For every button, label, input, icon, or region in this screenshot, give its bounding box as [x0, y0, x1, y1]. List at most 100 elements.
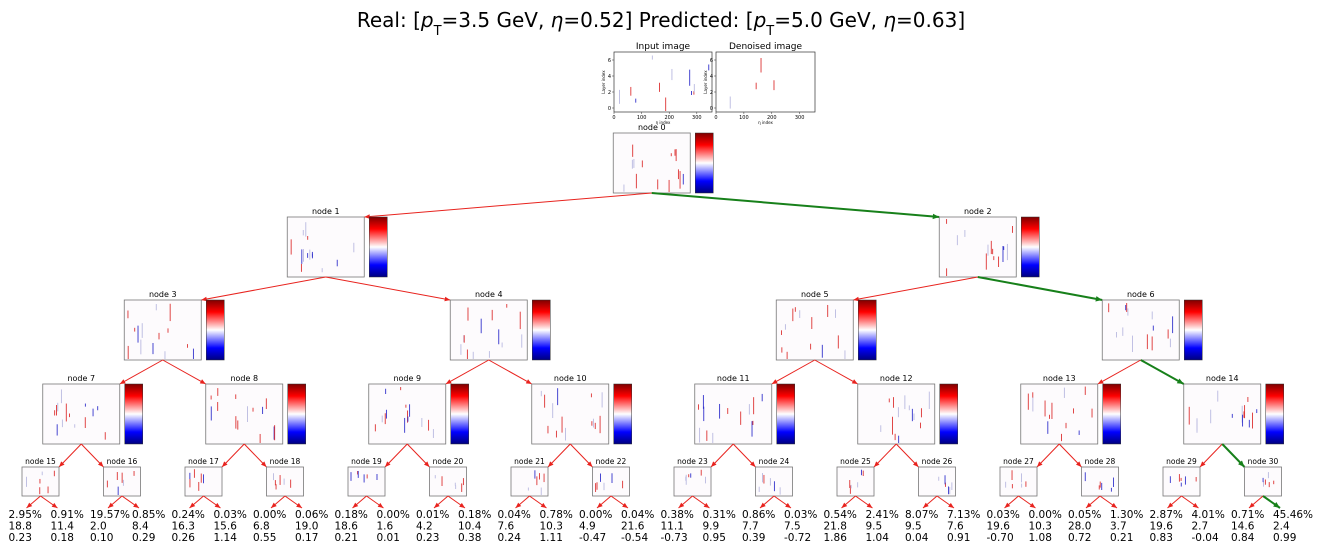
- node-image: [1000, 467, 1037, 496]
- node-image: [124, 300, 201, 360]
- colorbar: [206, 300, 224, 360]
- leaf-pt: 21.6: [621, 521, 645, 533]
- title-part: p: [420, 8, 434, 32]
- node-label: node 7: [67, 374, 95, 383]
- node-image: [1184, 384, 1261, 444]
- node-label: node 1: [312, 207, 340, 216]
- leaf-pt: 19.6: [987, 521, 1011, 533]
- leaf-eta: 1.04: [866, 532, 890, 541]
- title-part: p: [753, 8, 767, 32]
- image-title: Input image: [636, 42, 691, 52]
- colorbar: [1021, 217, 1039, 277]
- leaf-pt: 9.5: [866, 521, 883, 533]
- leaf-prob: 2.41%: [866, 509, 899, 521]
- edge: [364, 193, 652, 217]
- arrow-head: [52, 503, 58, 508]
- node-image: [430, 467, 467, 496]
- leaf-eta: 1.86: [824, 532, 848, 541]
- edge: [853, 277, 978, 300]
- y-tick-label: 6: [608, 58, 611, 64]
- y-tick-label: 2: [608, 90, 611, 96]
- node-label: node 12: [880, 374, 913, 383]
- leaf-pt: 11.1: [661, 521, 684, 533]
- leaf-prob: 0.71%: [1231, 509, 1264, 521]
- node-label: node 0: [638, 123, 666, 132]
- arrow-head: [133, 503, 139, 508]
- node-image: [776, 300, 853, 360]
- leaf-prob: 0.04%: [498, 509, 531, 521]
- leaf-prob: 4.01%: [1192, 509, 1225, 521]
- title-part: =5.0 GeV,: [774, 8, 883, 32]
- leaf-prob: 0.03%: [214, 509, 247, 521]
- leaf-prob: 19.57%: [90, 509, 130, 521]
- leaf-prob: 0.18%: [458, 509, 491, 521]
- node-image: [450, 300, 527, 360]
- leaf-eta: -0.47: [579, 532, 606, 541]
- node-label: node 21: [514, 457, 545, 466]
- leaf-pt: 9.9: [703, 521, 720, 533]
- leaf-prob: 0.91%: [51, 509, 84, 521]
- leaf-pt: 6.8: [253, 521, 270, 533]
- leaf-prob: 0.38%: [661, 509, 694, 521]
- leaf-prob: 0.00%: [579, 509, 612, 521]
- node-image: [613, 133, 690, 193]
- edge: [201, 277, 326, 300]
- colorbar: [1266, 384, 1284, 444]
- leaf-eta: -0.04: [1192, 532, 1219, 541]
- leaf-pt: 4.9: [579, 521, 596, 533]
- arrow-head: [215, 503, 221, 508]
- leaf-prob: 0.05%: [1068, 509, 1101, 521]
- node-label: node 29: [1166, 457, 1197, 466]
- arrow-head: [1030, 503, 1036, 508]
- leaf-prob: 0.04%: [621, 509, 654, 521]
- leaf-prob: 8.07%: [905, 509, 938, 521]
- node-label: node 26: [922, 457, 953, 466]
- leaf-prob: 0.24%: [172, 509, 205, 521]
- leaf-eta: 0.23: [416, 532, 439, 541]
- leaf-pt: 7.6: [947, 521, 964, 533]
- selected-edge: [978, 277, 1103, 300]
- leaf-eta: 0.91: [947, 532, 970, 541]
- leaf-prob: 7.13%: [947, 509, 980, 521]
- leaf-pt: 15.6: [214, 521, 238, 533]
- image-frame: [614, 52, 712, 112]
- arrow-head: [622, 503, 628, 508]
- x-tick-label: 0: [714, 115, 717, 121]
- y-axis-label: Layer index: [703, 70, 708, 94]
- node-image: [593, 467, 630, 496]
- node-label: node 8: [230, 374, 258, 383]
- leaf-prob: 0.00%: [253, 509, 286, 521]
- title: Real: [pT=3.5 GeV, η=0.52] Predicted: [p…: [357, 8, 965, 39]
- node-label: node 5: [801, 290, 829, 299]
- leaf-prob: 0.54%: [824, 509, 857, 521]
- leaf-eta: 0.84: [1231, 532, 1255, 541]
- leaf-prob: 1.30%: [1110, 509, 1143, 521]
- leaf-pt: 10.3: [1029, 521, 1052, 533]
- node-label: node 15: [25, 457, 56, 466]
- y-tick-label: 4: [710, 74, 713, 80]
- arrow-head: [867, 503, 873, 508]
- leaf-eta: 0.26: [172, 532, 196, 541]
- leaf-pt: 10.4: [458, 521, 482, 533]
- arrow-head: [704, 503, 710, 508]
- y-tick-label: 4: [608, 74, 611, 80]
- edge: [326, 277, 451, 300]
- leaf-eta: 0.38: [458, 532, 481, 541]
- colorbar: [777, 384, 795, 444]
- leaf-eta: 0.95: [703, 532, 726, 541]
- arrow-head: [785, 503, 791, 508]
- edge: [446, 360, 489, 384]
- leaf-pt: 8.4: [132, 521, 149, 533]
- node-image: [1021, 384, 1098, 444]
- title-part: =0.52] Predicted: [: [563, 8, 753, 32]
- leaf-prob: 0.78%: [540, 509, 573, 521]
- node-label: node 13: [1043, 374, 1076, 383]
- leaf-pt: 7.7: [742, 521, 759, 533]
- node-label: node 2: [964, 207, 992, 216]
- leaf-prob: 0.86%: [742, 509, 775, 521]
- y-tick-label: 6: [710, 58, 713, 64]
- node-image: [1163, 467, 1200, 496]
- leaf-eta: 0.72: [1068, 532, 1091, 541]
- leaf-prob: 0.06%: [295, 509, 328, 521]
- colorbar: [451, 384, 469, 444]
